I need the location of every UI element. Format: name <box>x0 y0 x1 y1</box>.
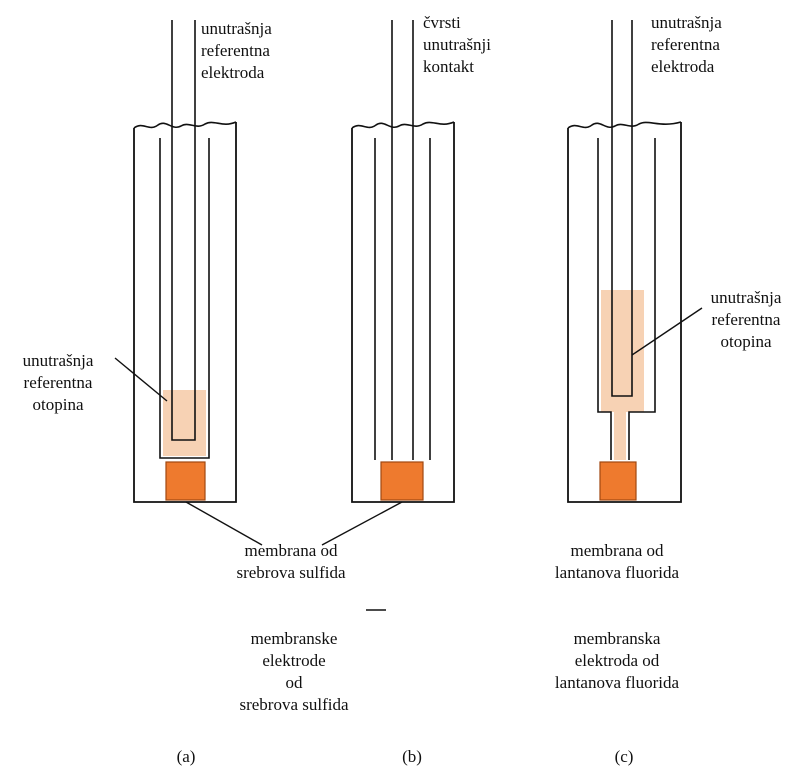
label-line: elektroda od <box>574 651 660 670</box>
inner-tube-c <box>597 138 656 460</box>
label-membrane-lanthanum-fluoride: membrana od lantanova fluorida <box>555 540 679 584</box>
label-line: elektrode <box>262 651 326 670</box>
label-line: membranske <box>250 629 338 648</box>
inner-tube-b <box>374 138 431 460</box>
label-c-reference-electrode: unutrašnja referentna elektroda <box>651 12 722 78</box>
label-line: od <box>285 673 303 692</box>
label-line: unutrašnji <box>423 35 491 54</box>
reference-electrode-a <box>171 20 196 441</box>
label-line: srebrova sulfida <box>239 695 349 714</box>
label-c-reference-solution: unutrašnja referentna otopina <box>711 287 782 353</box>
caption-c: (c) <box>614 747 634 766</box>
leader-membrane-b <box>321 501 403 546</box>
electrode-c <box>567 20 703 503</box>
label-line: unutrašnja <box>710 288 782 307</box>
broken-edge-b <box>351 121 455 129</box>
electrode-b <box>321 20 455 546</box>
leader-solution-c <box>631 307 703 356</box>
label-line: referentna <box>201 41 270 60</box>
label-line: referentna <box>651 35 720 54</box>
inner-tube-a <box>159 138 210 459</box>
label-line: referentna <box>711 310 781 329</box>
label-line: otopina <box>720 332 772 351</box>
label-line: otopina <box>32 395 84 414</box>
label-group-c: membranska elektroda od lantanova fluori… <box>555 628 679 694</box>
label-line: unutrašnja <box>201 19 272 38</box>
outer-tube-b <box>351 122 455 503</box>
label-a-reference-solution: unutrašnja referentna otopina <box>23 350 94 416</box>
label-line: unutrašnja <box>22 351 94 370</box>
label-group-ab: membranske elektrode od srebrova sulfida <box>239 628 348 716</box>
label-membrane-silver-sulfide: membrana od srebrova sulfida <box>236 540 345 584</box>
caption-b: (b) <box>402 747 422 766</box>
electrode-a <box>114 20 263 546</box>
broken-edge-c <box>567 121 682 129</box>
label-a-reference-electrode: unutrašnja referentna elektroda <box>201 18 272 84</box>
label-line: membranska <box>573 629 661 648</box>
label-line: membrana od <box>244 541 338 560</box>
membrane-a <box>165 461 206 501</box>
label-line: elektroda <box>651 57 715 76</box>
reference-electrode-c <box>611 20 633 397</box>
inner-solution-c <box>601 290 644 460</box>
caption-a: (a) <box>176 747 196 766</box>
label-line: elektroda <box>201 63 265 82</box>
label-b-solid-contact: čvrsti unutrašnji kontakt <box>423 12 491 78</box>
label-line: lantanova fluorida <box>554 673 680 692</box>
membrane-b <box>380 461 424 501</box>
label-line: referentna <box>23 373 93 392</box>
solid-contact-b <box>391 20 414 460</box>
leader-solution-a <box>114 357 168 402</box>
leader-membrane-a <box>185 501 263 546</box>
label-line: membrana od <box>570 541 664 560</box>
label-line: čvrsti <box>423 13 461 32</box>
label-line: srebrova sulfida <box>236 563 346 582</box>
label-line: lantanova fluorida <box>554 563 680 582</box>
membrane-c <box>599 461 637 501</box>
label-line: kontakt <box>423 57 474 76</box>
outer-tube-c <box>567 122 682 503</box>
inner-solution-a <box>163 390 206 456</box>
label-line: unutrašnja <box>651 13 722 32</box>
broken-edge-a <box>133 121 237 129</box>
outer-tube-a <box>133 122 237 503</box>
